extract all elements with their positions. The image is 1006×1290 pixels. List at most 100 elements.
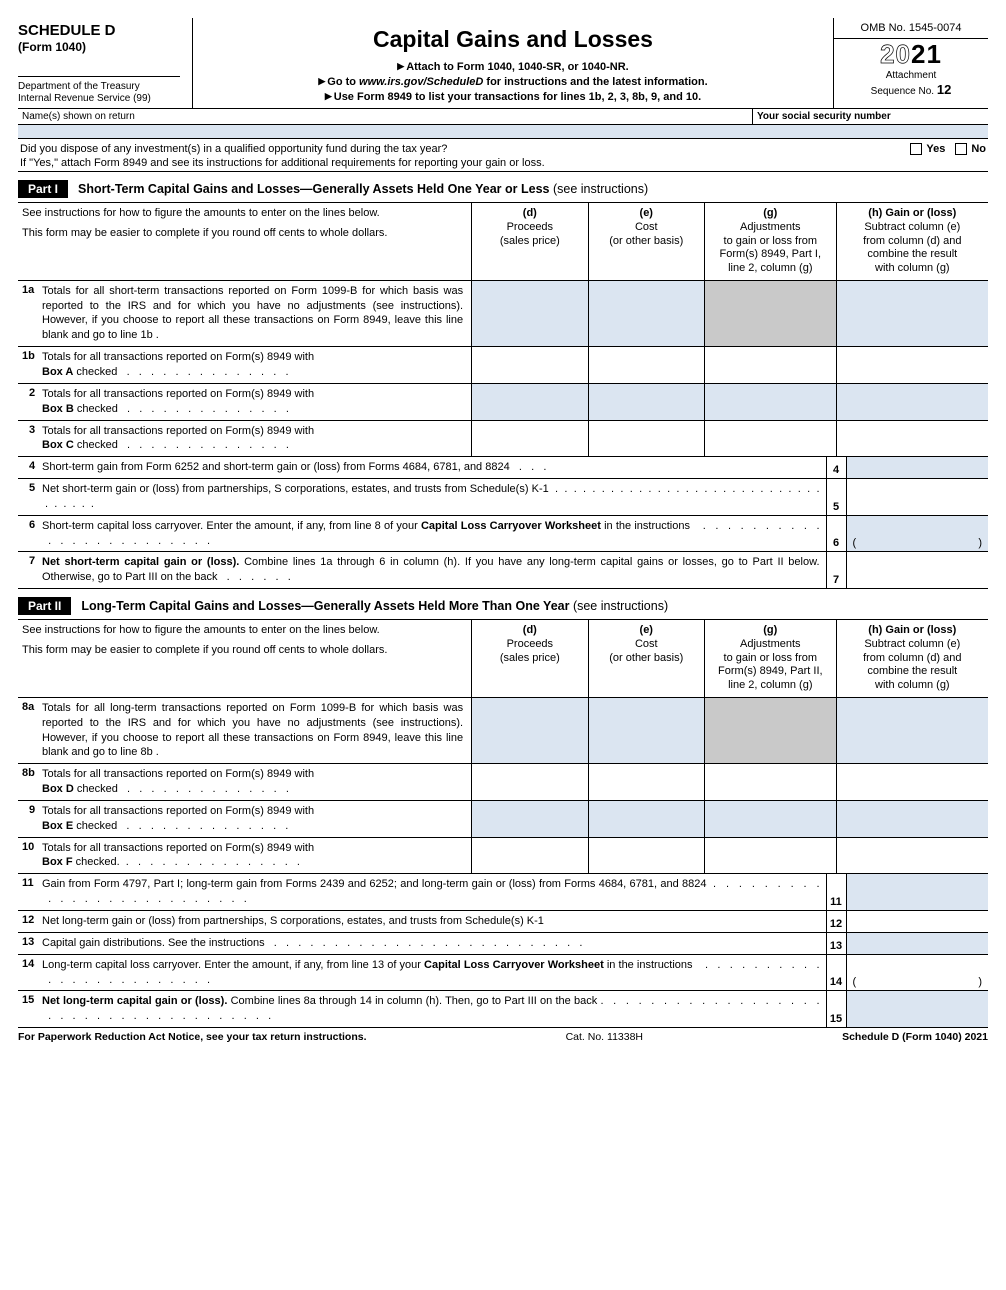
- col-h-sub4: with column (g): [875, 262, 950, 274]
- line-2-no: 2: [18, 387, 42, 417]
- line-8a-e[interactable]: [588, 697, 704, 763]
- line-15-val[interactable]: [846, 991, 988, 1028]
- line-15-no: 15: [18, 994, 42, 1024]
- part1-paren: (see instructions): [549, 182, 648, 196]
- line-1b-g[interactable]: [704, 347, 836, 384]
- line-9-text: Totals for all transactions reported on …: [42, 805, 314, 817]
- line-1b-e[interactable]: [588, 347, 704, 384]
- line-4-text: Short-term gain from Form 6252 and short…: [42, 461, 510, 473]
- goto-url: www.irs.gov/ScheduleD: [359, 76, 483, 88]
- p2-col-h: (h) Gain or (loss): [868, 624, 956, 636]
- line-1a-d[interactable]: [472, 280, 588, 346]
- line-13-val[interactable]: [846, 932, 988, 954]
- qof-yes-checkbox[interactable]: [910, 143, 922, 155]
- qof-question: Did you dispose of any investment(s) in …: [20, 143, 900, 155]
- line-1a-e[interactable]: [588, 280, 704, 346]
- line-10-e[interactable]: [588, 837, 704, 874]
- p2-col-e: (e): [640, 624, 653, 636]
- line-8b-h[interactable]: [836, 764, 988, 801]
- line-2-h[interactable]: [836, 383, 988, 420]
- p2-e3: (or other basis): [609, 652, 683, 664]
- line-3-h[interactable]: [836, 420, 988, 457]
- line-8b-g[interactable]: [704, 764, 836, 801]
- line-4-row: 4 Short-term gain from Form 6252 and shor…: [18, 457, 988, 478]
- line-10-d[interactable]: [472, 837, 588, 874]
- line-2-d[interactable]: [472, 383, 588, 420]
- line-7-num: 7: [826, 552, 846, 589]
- line-3-d[interactable]: [472, 420, 588, 457]
- col-h-sub2: from column (d) and: [863, 235, 961, 247]
- p2-d3: (sales price): [500, 652, 560, 664]
- line-10-h[interactable]: [836, 837, 988, 874]
- line-11-val[interactable]: [846, 874, 988, 910]
- line-1b-no: 1b: [18, 350, 42, 380]
- line-8a-d[interactable]: [472, 697, 588, 763]
- col-d-sub2: (sales price): [500, 235, 560, 247]
- line-1b-post: checked: [73, 366, 117, 378]
- line-4-num: 4: [826, 457, 846, 478]
- line-1b-h[interactable]: [836, 347, 988, 384]
- line-1b-d[interactable]: [472, 347, 588, 384]
- part2-tag: Part II: [18, 597, 71, 615]
- line-9-h[interactable]: [836, 800, 988, 837]
- col-e-sub1: Cost: [635, 221, 658, 233]
- col-g-sub1: Adjustments: [740, 221, 801, 233]
- footer-mid: Cat. No. 11338H: [566, 1031, 643, 1043]
- line-8b-post: checked: [74, 783, 118, 795]
- use-8949-instruction: Use Form 8949 to list your transactions …: [334, 91, 701, 103]
- form-schedule-d: SCHEDULE D (Form 1040) Department of the…: [18, 18, 988, 1043]
- line-8b-d[interactable]: [472, 764, 588, 801]
- line-5-val[interactable]: [846, 479, 988, 516]
- line-9-e[interactable]: [588, 800, 704, 837]
- name-label: Name(s) shown on return: [18, 109, 753, 124]
- line-9-d[interactable]: [472, 800, 588, 837]
- sequence-number: 12: [937, 82, 951, 97]
- col-h-sub1: Subtract column (e): [864, 221, 960, 233]
- line-2-row: 2Totals for all transactions reported on…: [18, 383, 988, 420]
- line-12-val[interactable]: [846, 910, 988, 932]
- line-3-g[interactable]: [704, 420, 836, 457]
- line-1a-h[interactable]: [836, 280, 988, 346]
- line-13-row: 13Capital gain distributions. See the in…: [18, 932, 988, 954]
- line-6-num: 6: [826, 515, 846, 552]
- line-1a-text: Totals for all short-term transactions r…: [42, 284, 469, 343]
- line-2-text: Totals for all transactions reported on …: [42, 388, 314, 400]
- line-13-num: 13: [826, 932, 846, 954]
- footer-left: For Paperwork Reduction Act Notice, see …: [18, 1031, 367, 1043]
- line-5-text: Net short-term gain or (loss) from partn…: [42, 483, 549, 495]
- line-8b-e[interactable]: [588, 764, 704, 801]
- part1-header: Part I Short-Term Capital Gains and Loss…: [18, 180, 988, 198]
- line-2-g[interactable]: [704, 383, 836, 420]
- line-1a-row: 1aTotals for all short-term transactions…: [18, 280, 988, 346]
- line-11-no: 11: [18, 877, 42, 907]
- line-8b-row: 8bTotals for all transactions reported o…: [18, 764, 988, 801]
- qof-no-label: No: [971, 143, 986, 155]
- line-10-g[interactable]: [704, 837, 836, 874]
- line-14-val[interactable]: (): [846, 954, 988, 991]
- col-g-head: (g): [763, 207, 777, 219]
- part2-paren: (see instructions): [569, 599, 668, 613]
- line-9-no: 9: [18, 804, 42, 834]
- line-4-val[interactable]: [846, 457, 988, 478]
- line-8a-h[interactable]: [836, 697, 988, 763]
- ssn-label: Your social security number: [753, 109, 988, 124]
- sequence-label: Sequence No.: [871, 86, 937, 97]
- line-3-e[interactable]: [588, 420, 704, 457]
- p2-col-g: (g): [763, 624, 777, 636]
- line-8a-text: Totals for all long-term transactions re…: [42, 701, 469, 760]
- form-title: Capital Gains and Losses: [201, 26, 825, 53]
- name-blue-fill[interactable]: [18, 125, 988, 139]
- line-2-e[interactable]: [588, 383, 704, 420]
- col-instr1: See instructions for how to figure the a…: [22, 207, 467, 221]
- line-6-val[interactable]: (): [846, 515, 988, 552]
- line-1b-box: Box A: [42, 366, 73, 378]
- qof-no-checkbox[interactable]: [955, 143, 967, 155]
- line-10-text: Totals for all transactions reported on …: [42, 842, 314, 854]
- line-15-text: Combine lines 8a through 14 in column (h…: [227, 995, 603, 1007]
- line-15-bold: Net long-term capital gain or (loss).: [42, 995, 227, 1007]
- line-10-row: 10Totals for all transactions reported o…: [18, 837, 988, 874]
- line-7-val[interactable]: [846, 552, 988, 589]
- line-3-text: Totals for all transactions reported on …: [42, 425, 314, 437]
- line-9-g[interactable]: [704, 800, 836, 837]
- line-15-num: 15: [826, 991, 846, 1028]
